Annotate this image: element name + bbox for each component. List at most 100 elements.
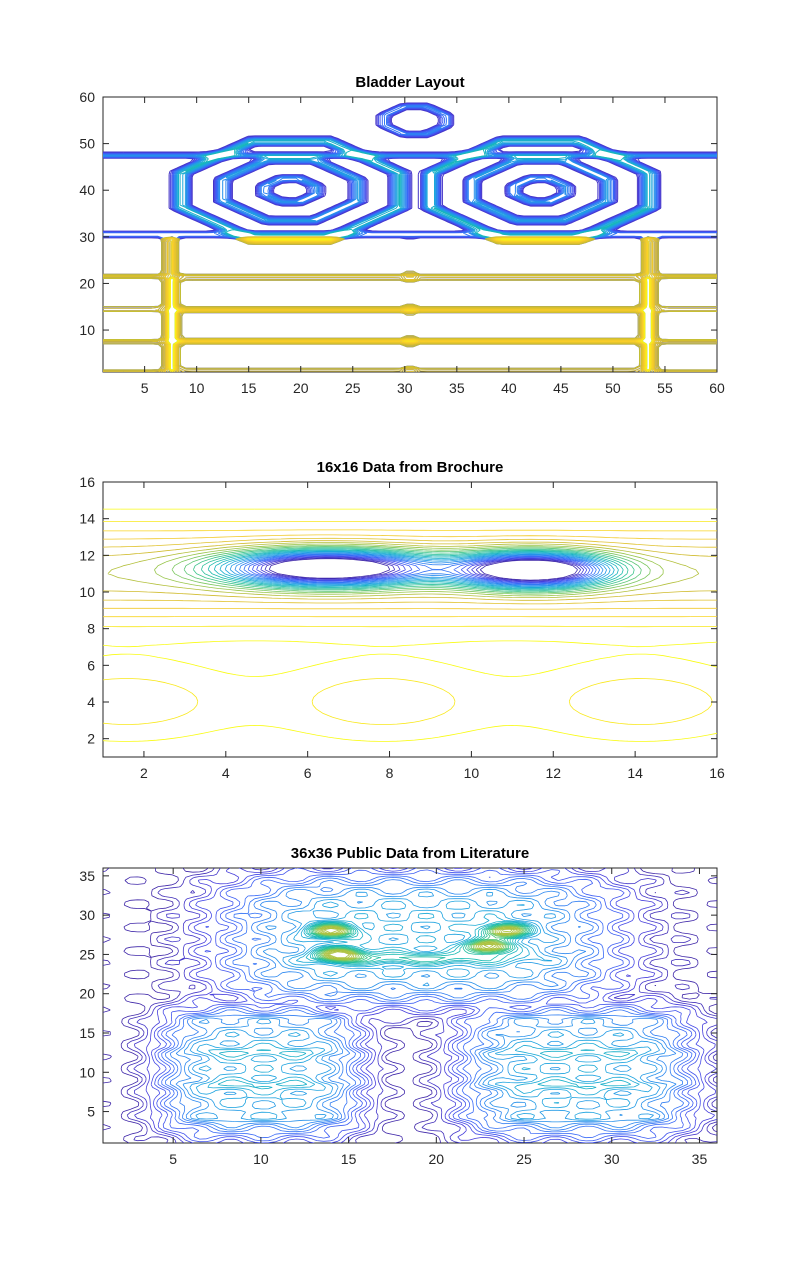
contour-lines — [103, 868, 717, 1143]
contour-level-25 — [268, 558, 578, 581]
x-tick-label: 14 — [627, 765, 643, 781]
contour-level-18 — [239, 553, 601, 586]
contour-level-1 — [126, 868, 717, 1143]
y-tick-label: 6 — [87, 657, 95, 673]
contour-level-20 — [311, 924, 528, 962]
y-tick-label: 20 — [79, 986, 95, 1002]
contour-level-12 — [207, 549, 624, 590]
panel-literature-data: 5 10 15 20 25 30 35 5 10 15 20 25 30 35 36x36 Public … — [79, 845, 718, 1167]
contour-level-24 — [264, 557, 582, 582]
contour-level-7 — [161, 875, 693, 1139]
contour-level-8 — [164, 877, 689, 1133]
x-tick-label: 15 — [241, 380, 257, 396]
y-tick-label: 14 — [79, 511, 95, 527]
x-tick-label: 6 — [304, 765, 312, 781]
y-tick-label: 50 — [79, 136, 95, 152]
contour-level-3 — [145, 868, 717, 1143]
y-tick-label: 4 — [87, 694, 95, 710]
x-tick-label: 20 — [293, 380, 309, 396]
contour-level-10 — [193, 547, 635, 593]
x-tick-label: 50 — [605, 380, 621, 396]
contour-level-0 — [103, 508, 717, 742]
contour-level-5 — [154, 868, 701, 1143]
contour-level-15 — [224, 551, 611, 588]
x-tick-label: 5 — [141, 380, 149, 396]
x-tick-label: 16 — [709, 765, 725, 781]
x-tick-label: 25 — [345, 380, 361, 396]
chart-title: Bladder Layout — [355, 74, 464, 91]
contour-level-9 — [169, 879, 684, 1131]
x-tick-label: 10 — [189, 380, 205, 396]
contour-level-13 — [213, 549, 619, 590]
axes-box — [102, 481, 718, 758]
x-tick-label: 2 — [140, 765, 148, 781]
contour-level-19 — [310, 923, 530, 963]
x-tick-label: 30 — [604, 1151, 620, 1167]
axis-ticks: 5 10 15 20 25 30 35 5 10 15 20 25 30 35 — [79, 868, 717, 1167]
contour-level-17 — [234, 552, 604, 586]
axis-ticks: 2 4 6 8 10 12 14 16 2 4 6 8 10 12 14 16 — [79, 474, 725, 781]
contour-level-21 — [252, 555, 591, 584]
contour-level-13 — [195, 900, 653, 1120]
contour-level-22 — [256, 556, 588, 583]
contour-level-6 — [107, 542, 700, 598]
y-tick-label: 16 — [79, 474, 95, 490]
x-tick-label: 35 — [449, 380, 465, 396]
y-tick-label: 10 — [79, 322, 95, 338]
contour-level-19 — [243, 554, 597, 585]
y-tick-label: 12 — [79, 547, 95, 563]
contour-level-20 — [247, 554, 594, 584]
y-tick-label: 40 — [79, 182, 95, 198]
contour-level-8 — [171, 545, 651, 595]
contour-level-11 — [167, 238, 653, 371]
contour-level-4 — [150, 868, 705, 1143]
contour-level-26 — [319, 926, 519, 960]
contour-level-15 — [217, 921, 631, 1090]
contour-level-9 — [183, 546, 642, 594]
contour-level-1 — [103, 521, 717, 725]
contour-level-12 — [189, 891, 661, 1121]
x-tick-label: 45 — [553, 380, 569, 396]
y-tick-label: 10 — [79, 584, 95, 600]
x-tick-label: 25 — [516, 1151, 532, 1167]
contour-level-23 — [260, 556, 585, 582]
contour-level-21 — [312, 924, 527, 962]
y-tick-label: 15 — [79, 1025, 95, 1041]
x-tick-label: 12 — [545, 765, 561, 781]
contour-level-16 — [229, 552, 607, 587]
y-tick-label: 5 — [87, 1104, 95, 1120]
contour-level-0 — [103, 868, 717, 1143]
y-tick-label: 8 — [87, 621, 95, 637]
y-tick-label: 30 — [79, 229, 95, 245]
contour-level-17 — [307, 922, 533, 964]
contour-level-29 — [323, 928, 513, 959]
y-tick-label: 20 — [79, 275, 95, 291]
contour-level-16 — [305, 921, 535, 965]
x-tick-label: 60 — [709, 380, 725, 396]
y-tick-label: 25 — [79, 946, 95, 962]
contour-level-14 — [219, 550, 615, 589]
x-tick-label: 10 — [253, 1151, 269, 1167]
axis-ticks: 5 10 15 20 25 30 35 40 45 50 55 60 10 20 30 40 50 60 — [79, 89, 725, 396]
contour-level-2 — [133, 868, 717, 1143]
x-tick-label: 40 — [501, 380, 517, 396]
x-tick-label: 15 — [341, 1151, 357, 1167]
contour-level-6 — [157, 869, 697, 1142]
x-tick-label: 20 — [429, 1151, 445, 1167]
contour-level-11 — [182, 888, 668, 1123]
contour-level-28 — [322, 927, 515, 959]
contour-lines — [103, 508, 717, 742]
chart-title: 36x36 Public Data from Literature — [291, 845, 529, 862]
contour-level-18 — [309, 923, 531, 964]
x-tick-label: 10 — [464, 765, 480, 781]
y-tick-label: 2 — [87, 731, 95, 747]
contour-level-4 — [103, 537, 717, 605]
contour-level-23 — [315, 925, 524, 961]
y-tick-label: 30 — [79, 907, 95, 923]
contour-level-22 — [314, 924, 525, 961]
contour-lines — [103, 102, 717, 372]
x-tick-label: 35 — [692, 1151, 708, 1167]
contour-level-10 — [175, 886, 677, 1129]
x-tick-label: 5 — [169, 1151, 177, 1167]
